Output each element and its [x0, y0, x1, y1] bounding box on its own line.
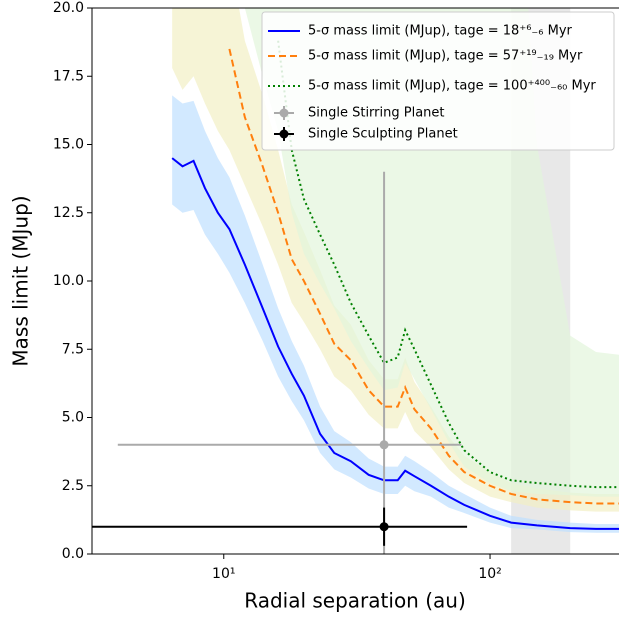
y-tick-label: 0.0	[62, 546, 84, 562]
x-tick-label: 10¹	[212, 566, 235, 582]
y-tick-label: 10.0	[53, 273, 84, 289]
y-tick-label: 15.0	[53, 137, 84, 153]
legend-label: 5-σ mass limit (MJup), tage = 57⁺¹⁹₋₁₉ M…	[308, 49, 583, 64]
limit-line	[228, 48, 619, 505]
legend-label: 5-σ mass limit (MJup), tage = 18⁺⁶₋₆ Myr	[308, 24, 573, 39]
legend-box	[261, 11, 615, 151]
legend-label: 5-σ mass limit (MJup), tage = 100⁺⁴⁰⁰₋₆₀…	[308, 79, 596, 94]
confidence-band	[172, 95, 619, 533]
confidence-band	[172, 8, 619, 512]
y-tick-label: 12.5	[53, 205, 84, 221]
limit-line	[171, 157, 619, 530]
legend-swatch	[279, 129, 289, 139]
x-tick-label: 10²	[478, 566, 501, 582]
legend-label: Single Stirring Planet	[308, 106, 445, 121]
legend-label: Single Sculpting Planet	[308, 127, 458, 142]
point-marker	[379, 440, 389, 450]
y-axis-label: Mass limit (MJup)	[9, 195, 33, 366]
point-marker	[379, 522, 389, 532]
legend-swatch	[279, 108, 289, 118]
x-axis-label: Radial separation (au)	[244, 589, 466, 613]
y-tick-label: 2.5	[62, 478, 84, 494]
y-tick-label: 7.5	[62, 341, 84, 357]
y-tick-label: 5.0	[62, 410, 84, 426]
y-tick-label: 17.5	[53, 68, 84, 84]
limit-line	[277, 40, 619, 489]
y-tick-label: 20.0	[53, 0, 84, 16]
